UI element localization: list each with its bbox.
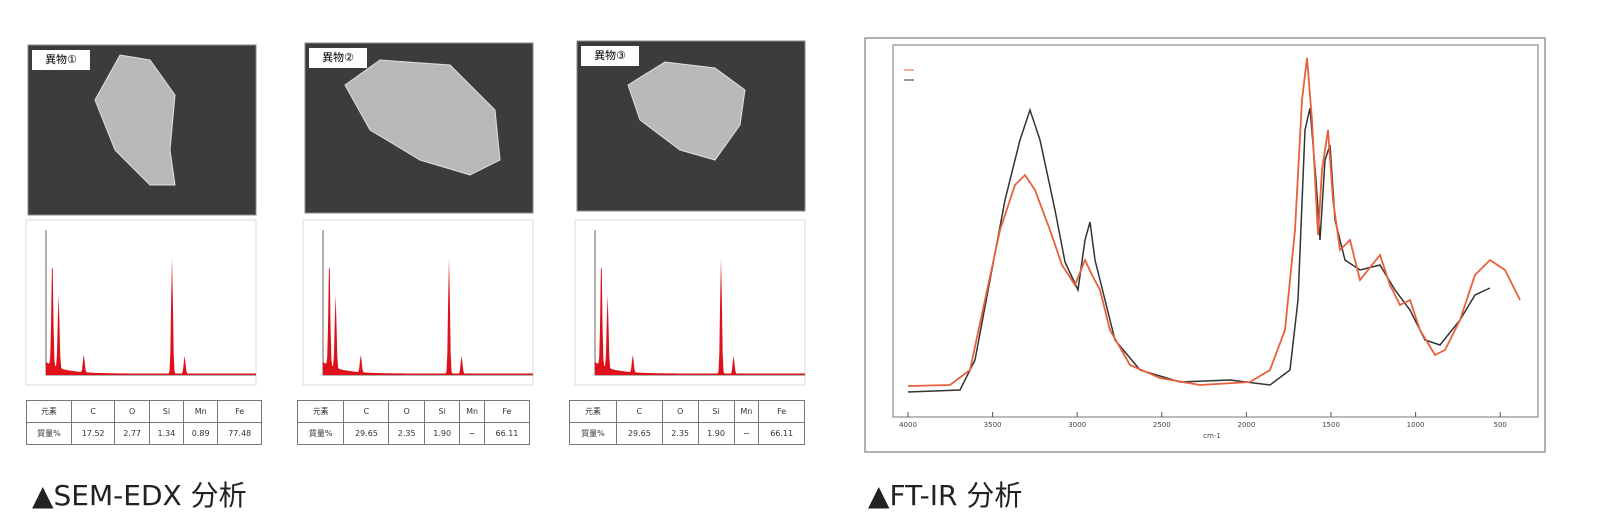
table-cell: Fe	[758, 400, 805, 423]
table-cell: O	[114, 400, 150, 423]
edx-frame	[25, 219, 257, 386]
sem-label: 異物②	[322, 50, 354, 64]
figures: 異物① 異物② 異物③ 4000 3500 3000 2500 2000 1500 1000 500…	[25, 37, 1546, 453]
table-cell: 2.35	[388, 422, 425, 445]
sem-label: 異物①	[45, 52, 77, 66]
caption: ▲SEM-EDX 分析	[32, 479, 247, 512]
table-cell: 2.77	[114, 422, 150, 445]
table-cell: 29.65	[343, 422, 390, 445]
label-box	[309, 48, 367, 68]
particle	[94, 54, 176, 186]
caption: ▲FT-IR 分析	[868, 479, 1023, 512]
ftir-plot	[892, 44, 1539, 418]
x-tick-label: 1500	[1322, 421, 1340, 429]
table-cell: 17.52	[70, 422, 116, 445]
x-tick-label: 1000	[1407, 421, 1425, 429]
table-cell: 1.90	[697, 422, 735, 445]
label-box	[32, 50, 90, 70]
table-cell: 66.11	[483, 422, 531, 445]
x-axis-label: cm-1	[1203, 432, 1221, 440]
table-cell: Si	[148, 400, 185, 423]
table-cell: Fe	[483, 400, 531, 423]
table-cell: O	[661, 400, 699, 423]
table-cell: 2.35	[661, 422, 699, 445]
table-cell: 元素	[26, 400, 72, 423]
table-cell: 質量%	[26, 422, 72, 445]
element-table: 元素 C O Si Mn Fe 質量% 29.65 2.35 1.90−66.11	[569, 400, 805, 445]
table-cell: 77.48	[217, 422, 262, 445]
table-cell: Si	[697, 400, 735, 423]
edx-frame	[574, 219, 806, 386]
element-table: 元素 C O Si Mn Fe 質量% 29.65 2.35 1.90−66.11	[296, 400, 531, 445]
table-cell: C	[343, 400, 390, 423]
table-cell: O	[388, 400, 425, 423]
table-cell: 66.11	[758, 422, 805, 445]
table-cell: Mn	[183, 400, 219, 423]
ftir-spectrum-2	[907, 107, 1491, 393]
table-cell: 質量%	[296, 422, 345, 445]
table-cell: Mn	[733, 400, 760, 423]
table-cell: 元素	[569, 400, 617, 423]
table-cell: 1.34	[148, 422, 185, 445]
label-box	[581, 46, 639, 66]
ftir-spectrum-1	[907, 57, 1521, 387]
table-cell: Si	[423, 400, 461, 423]
table-cell: −	[459, 422, 485, 445]
particle	[627, 61, 746, 161]
table-cell: C	[616, 400, 663, 423]
table-cell: 質量%	[569, 422, 617, 445]
element-table: 元素 C O Si Mn Fe 質量% 17.52 2.77 1.34 0.89 77.48	[26, 400, 262, 445]
ftir-frame	[864, 37, 1546, 453]
x-tick-label: 2500	[1153, 421, 1171, 429]
table-cell: 1.90	[423, 422, 461, 445]
x-tick-label: 2000	[1237, 421, 1255, 429]
table-cell: Fe	[217, 400, 262, 423]
table-cell: Mn	[459, 400, 485, 423]
table-cell: C	[70, 400, 116, 423]
table-cell: 29.65	[616, 422, 663, 445]
sem-label: 異物③	[594, 48, 626, 62]
x-tick-label: 500	[1494, 421, 1507, 429]
edx-frame	[302, 219, 534, 386]
table-cell: 0.89	[183, 422, 219, 445]
x-tick-label: 3000	[1068, 421, 1086, 429]
x-tick-label: 4000	[899, 421, 917, 429]
x-tick-label: 3500	[984, 421, 1002, 429]
particle	[344, 59, 501, 176]
table-cell: −	[733, 422, 760, 445]
table-cell: 元素	[296, 400, 345, 423]
